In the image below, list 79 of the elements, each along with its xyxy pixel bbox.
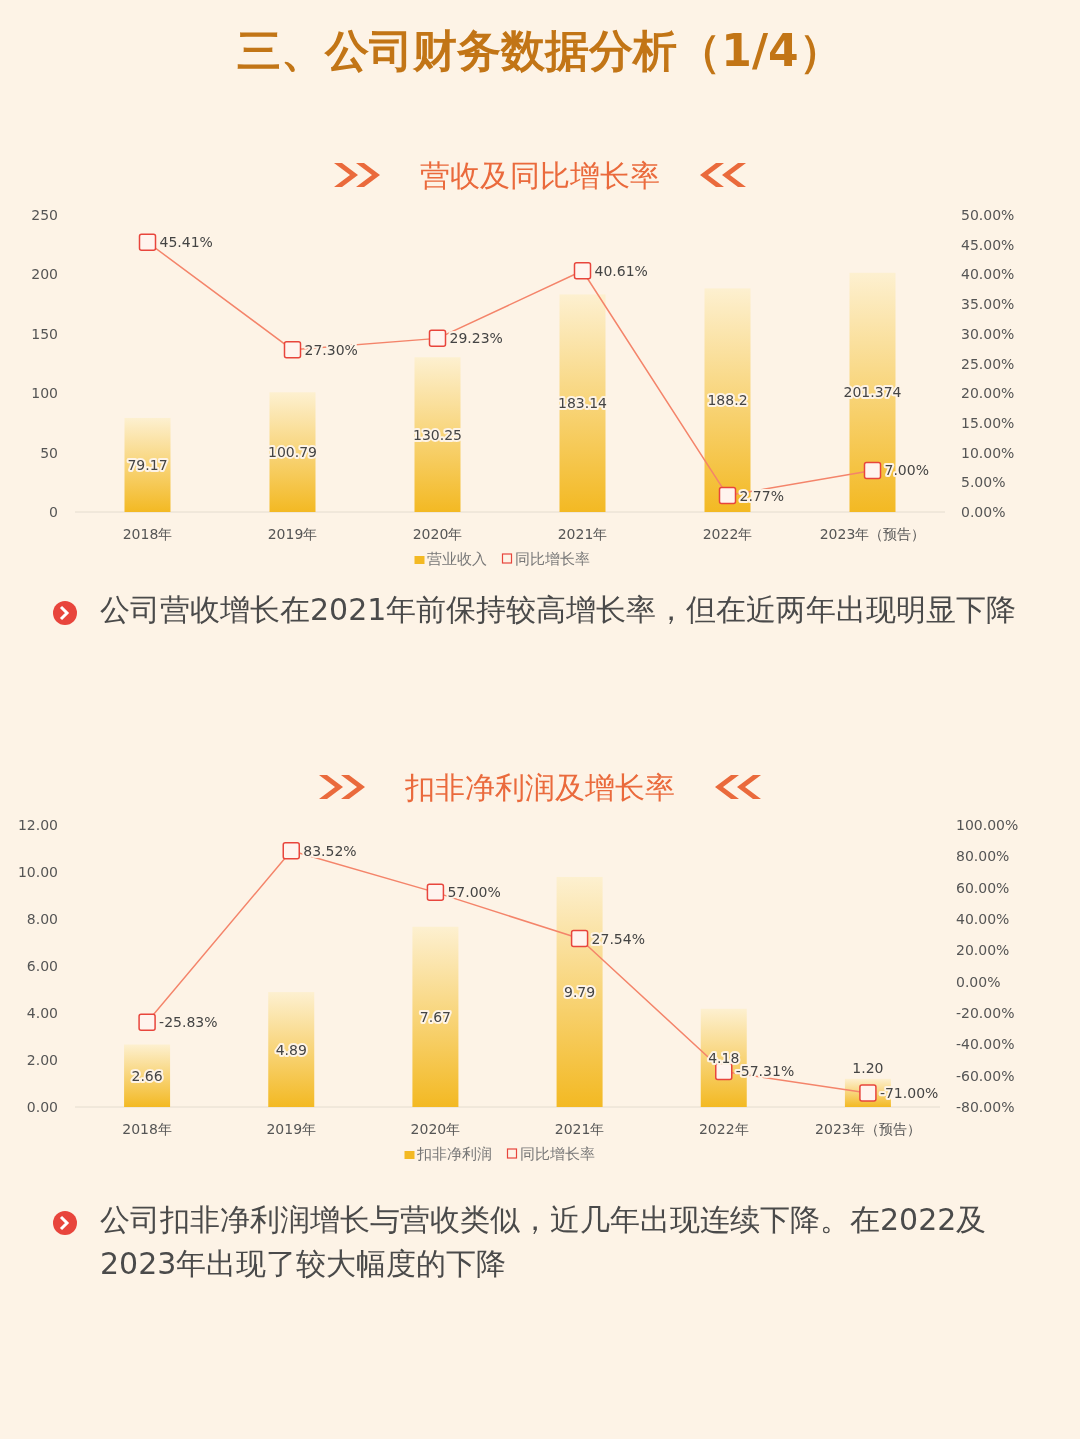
text: 公司营收增长在2021年前保持较高增长率，但在近两年出现明显下降 (100, 591, 1018, 629)
y-tick-label: 50 (40, 444, 58, 461)
y-tick-label: 2.00 (26, 1052, 58, 1068)
y2-tick-label: 20.00% (961, 385, 1015, 402)
y2-tick-label: 25.00% (961, 355, 1015, 372)
y2-tick-label: 20.00% (956, 942, 1010, 959)
y2-tick-label: -20.00% (956, 1005, 1015, 1021)
data-label: -71.00% (879, 1084, 939, 1101)
bar (268, 992, 315, 1107)
data-label: 79.17 (127, 456, 168, 473)
y2-tick-label: 60.00% (956, 879, 1010, 896)
y-tick-label: 100 (31, 385, 58, 402)
chart-subtitle: 营收及同比增长率 (420, 158, 660, 193)
y-tick-label: 250 (31, 207, 58, 223)
x-tick-label: 2022年 (702, 526, 753, 542)
x-tick-label: 2018年 (122, 1121, 172, 1137)
y2-tick-label: 100.00% (956, 817, 1019, 833)
legend-label: 同比增长率 (514, 550, 590, 568)
legend-label: 营业收入 (426, 550, 487, 568)
y-tick-label: 10.00 (17, 864, 58, 880)
y2-tick-label: 80.00% (956, 848, 1010, 865)
data-label: 4.18 (708, 1049, 740, 1066)
data-label: -25.83% (159, 1014, 218, 1031)
y-tick-label: 6.00 (26, 958, 58, 974)
data-label: 7.67 (419, 1008, 451, 1025)
y2-tick-label: 15.00% (961, 414, 1015, 431)
x-tick-label: 2023年（预告） (815, 1121, 921, 1137)
y2-tick-label: -40.00% (956, 1036, 1015, 1053)
data-label: 83.52% (303, 842, 357, 859)
x-tick-label: 2019年 (266, 1121, 317, 1137)
y2-tick-label: 40.00% (961, 266, 1015, 283)
y2-tick-label: 0.00% (956, 973, 1001, 990)
y-tick-label: 4.00 (26, 1005, 58, 1021)
y-tick-label: 200 (31, 266, 58, 283)
data-label: 2.66 (131, 1067, 163, 1084)
y2-tick-label: 50.00% (961, 207, 1015, 223)
data-label: 45.41% (159, 234, 213, 251)
x-tick-label: 2018年 (122, 526, 173, 542)
data-label: 130.25 (413, 426, 462, 443)
data-label: 100.79 (268, 444, 317, 461)
x-tick-label: 2020年 (410, 1121, 461, 1137)
data-label: 183.14 (558, 395, 608, 412)
data-label: 29.23% (449, 330, 503, 347)
data-label: 40.61% (594, 262, 648, 279)
text: 公司扣非净利润增长与营收类似，近几年出现连续下降。在2022及2023年出现了较大幅度的下降 (100, 1201, 988, 1283)
x-tick-label: 2022年 (698, 1121, 749, 1137)
y-tick-label: 12.00 (17, 817, 58, 833)
y2-tick-label: 40.00% (956, 911, 1010, 927)
y-tick-label: 0.00 (26, 1099, 58, 1115)
y2-tick-label: 35.00% (961, 296, 1015, 313)
x-tick-label: 2023年（预告） (819, 526, 926, 542)
y-tick-label: 150 (31, 325, 58, 342)
bar (559, 294, 606, 512)
data-label: 188.2 (707, 392, 748, 409)
x-tick-label: 2021年 (554, 1121, 605, 1137)
bar (412, 926, 459, 1107)
x-tick-label: 2020年 (412, 526, 463, 542)
y2-tick-label: 10.00% (961, 444, 1015, 461)
y-tick-label: 8.00 (26, 911, 58, 927)
x-tick-label: 2019年 (267, 526, 318, 542)
x-tick-label: 2021年 (557, 526, 608, 542)
y2-tick-label: 0.00% (961, 504, 1006, 520)
data-label: 1.20 (852, 1059, 884, 1076)
y2-tick-label: -60.00% (956, 1067, 1015, 1084)
chart-title: 扣非净利润及增长率 (404, 770, 675, 805)
data-label: 9.79 (564, 983, 596, 1000)
legend-label: 同比增长率 (519, 1145, 595, 1163)
data-label: 4.89 (275, 1041, 307, 1058)
y2-tick-label: 30.00% (961, 325, 1015, 342)
y2-tick-label: -80.00% (956, 1099, 1015, 1115)
data-label: 57.00% (447, 884, 501, 901)
y-tick-label: 0 (49, 504, 58, 520)
legend-label: 扣非净利润 (415, 1145, 492, 1163)
bar (414, 357, 461, 512)
y2-tick-label: 5.00% (961, 474, 1006, 491)
y2-tick-label: 45.00% (961, 236, 1015, 253)
chart-title: 三、公司财务数据分析（1/4） (237, 25, 843, 76)
data-label: 27.30% (304, 341, 358, 358)
data-label: 27.54% (591, 930, 645, 947)
